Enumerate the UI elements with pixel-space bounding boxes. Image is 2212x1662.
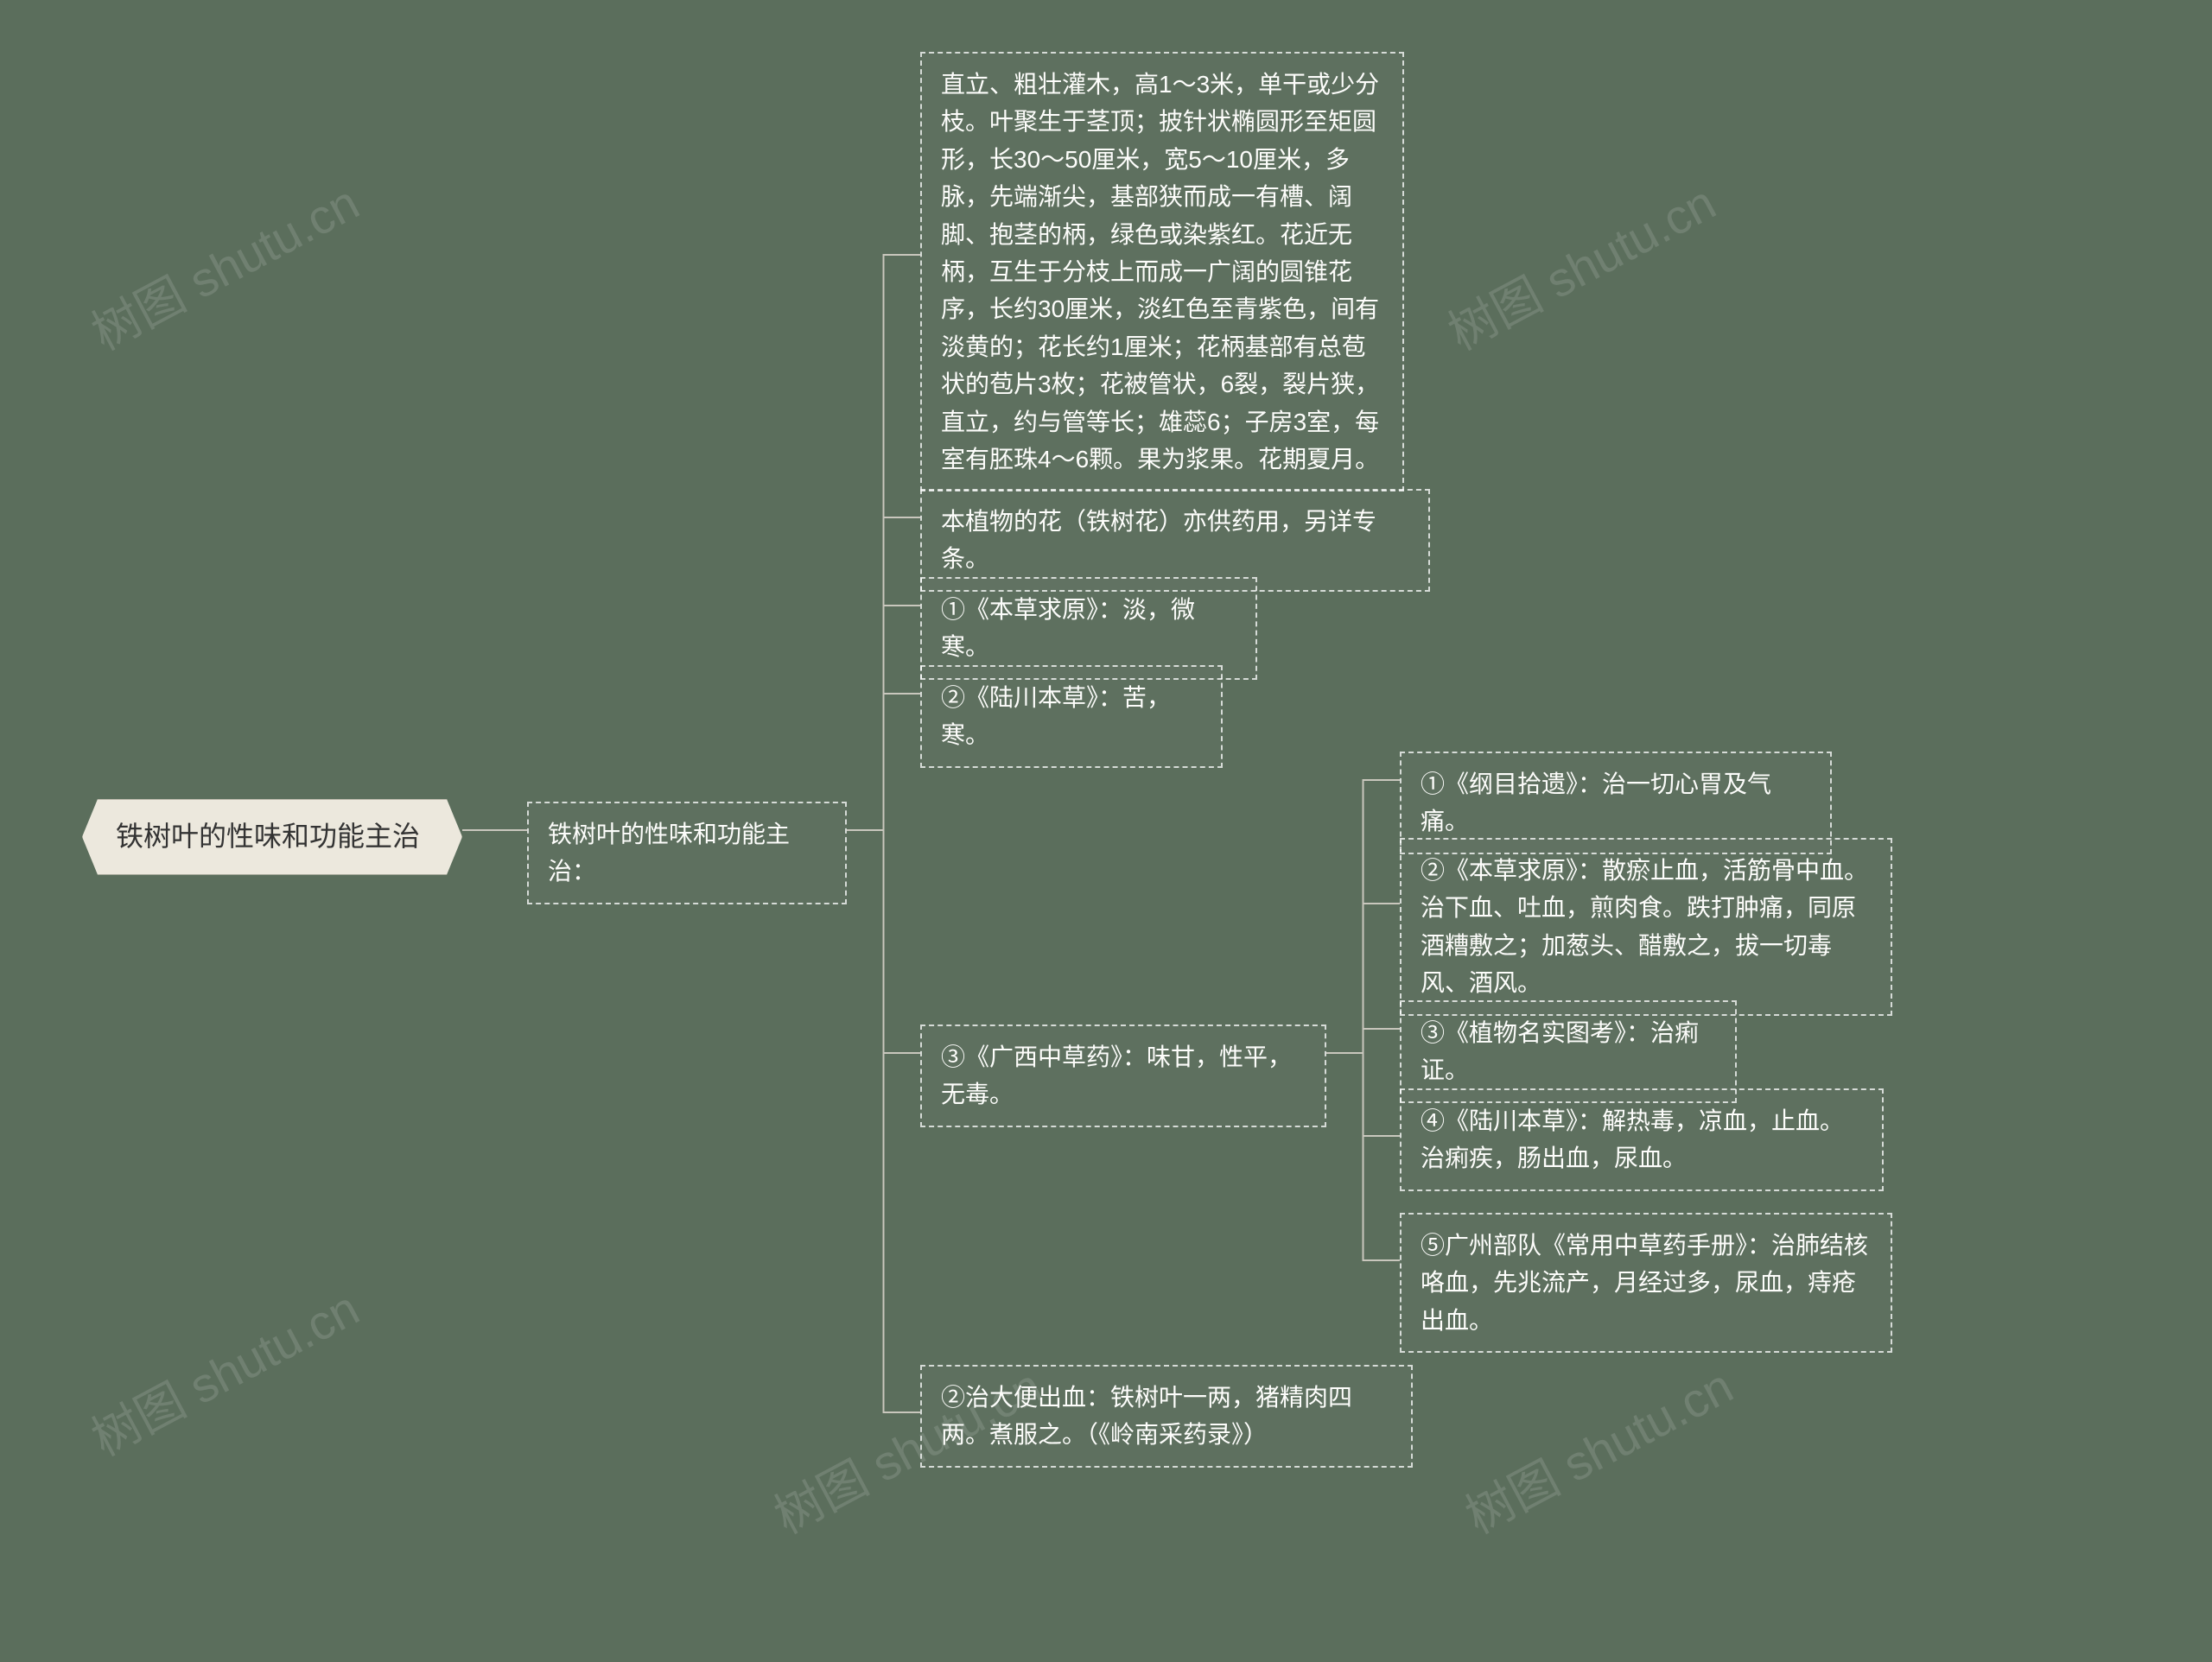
branch-node[interactable]: ③《广西中草药》：味甘，性平，无毒。 — [920, 1024, 1326, 1127]
leaf-node[interactable]: ②《本草求原》：散瘀止血，活筋骨中血。治下血、吐血，煎肉食。跌打肿痛，同原酒糟敷… — [1400, 838, 1892, 1016]
leaf-node[interactable]: ④《陆川本草》：解热毒，凉血，止血。治痢疾，肠出血，尿血。 — [1400, 1088, 1884, 1191]
watermark: 树图 shutu.cn — [78, 1271, 370, 1470]
leaf-node[interactable]: ②《陆川本草》：苦，寒。 — [920, 665, 1223, 768]
leaf-node[interactable]: ①《本草求原》：淡，微寒。 — [920, 577, 1257, 680]
leaf-node[interactable]: ③《植物名实图考》：治痢证。 — [1400, 1000, 1737, 1103]
leaf-node[interactable]: ⑤广州部队《常用中草药手册》：治肺结核咯血，先兆流产，月经过多，尿血，痔疮出血。 — [1400, 1213, 1892, 1353]
watermark: 树图 shutu.cn — [1452, 1348, 1744, 1548]
watermark: 树图 shutu.cn — [78, 165, 370, 365]
leaf-node[interactable]: 直立、粗壮灌木，高1～3米，单干或少分枝。叶聚生于茎顶；披针状椭圆形至矩圆形，长… — [920, 52, 1404, 492]
branch-node[interactable]: 铁树叶的性味和功能主治： — [527, 802, 847, 904]
leaf-node[interactable]: 本植物的花（铁树花）亦供药用，另详专条。 — [920, 489, 1430, 592]
leaf-node[interactable]: ②治大便出血：铁树叶一两，猪精肉四两。煮服之。（《岭南采药录》） — [920, 1365, 1413, 1468]
mindmap-canvas: 树图 shutu.cn 树图 shutu.cn 树图 shutu.cn 树图 s… — [0, 0, 2212, 1662]
root-node[interactable]: 铁树叶的性味和功能主治 — [82, 799, 462, 875]
watermark: 树图 shutu.cn — [1434, 165, 1726, 365]
